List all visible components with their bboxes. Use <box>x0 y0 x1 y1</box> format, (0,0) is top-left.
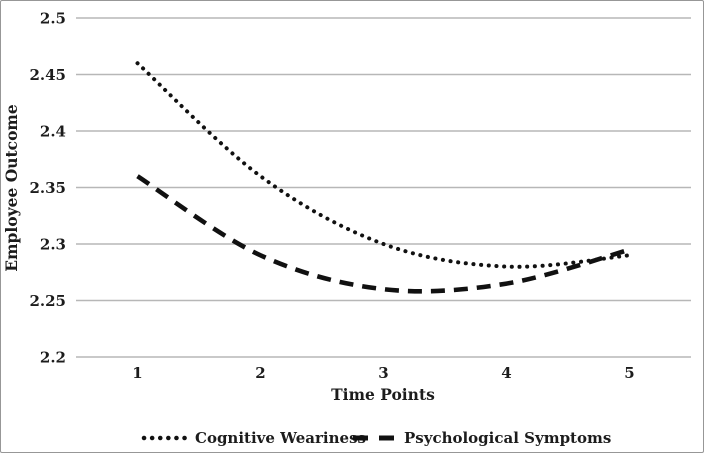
y-tick-label: 2.45 <box>29 66 66 84</box>
legend-item-cognitive-weariness: Cognitive Weariness <box>141 429 366 447</box>
x-axis-tick-labels: 1 2 3 4 5 <box>132 364 634 382</box>
y-tick-label: 2.35 <box>29 179 66 197</box>
x-axis-title: Time Points <box>331 385 435 404</box>
legend-label-psychological-symptoms: Psychological Symptoms <box>404 429 611 447</box>
legend: Cognitive Weariness Psychological Sympto… <box>141 429 611 447</box>
y-tick-label: 2.3 <box>40 236 66 254</box>
y-tick-label: 2.5 <box>40 10 66 28</box>
legend-label-cognitive-weariness: Cognitive Weariness <box>195 429 366 447</box>
x-tick-label: 5 <box>624 364 634 382</box>
x-tick-label: 3 <box>378 364 388 382</box>
series-line-psychological-symptoms <box>136 174 631 294</box>
y-tick-label: 2.25 <box>29 292 66 310</box>
series-line-cognitive-weariness <box>135 61 632 269</box>
y-axis-tick-labels: 2.2 2.25 2.3 2.35 2.4 2.45 2.5 <box>29 10 66 367</box>
x-tick-label: 4 <box>501 364 511 382</box>
series-lines <box>135 61 632 294</box>
y-tick-label: 2.2 <box>40 349 66 367</box>
x-tick-label: 2 <box>255 364 265 382</box>
y-axis-title: Employee Outcome <box>2 104 21 272</box>
gridlines <box>76 17 691 358</box>
y-tick-label: 2.4 <box>40 123 66 141</box>
x-tick-label: 1 <box>132 364 142 382</box>
legend-item-psychological-symptoms: Psychological Symptoms <box>353 429 611 447</box>
